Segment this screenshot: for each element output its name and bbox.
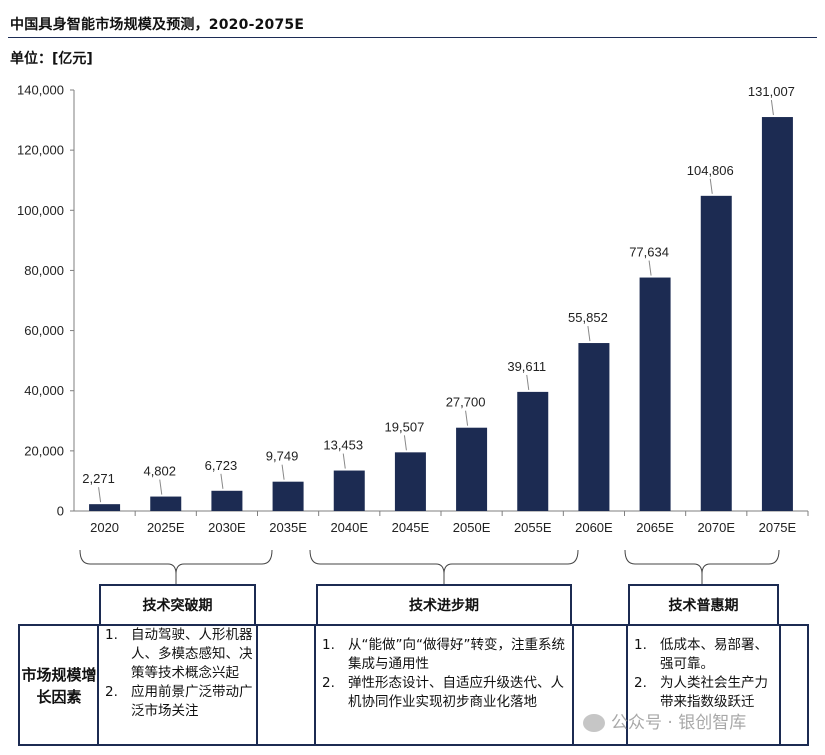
data-label: 19,507 [385, 419, 425, 434]
list-item: 1. 自动驾驶、人形机器人、多模态感知、决策等技术概念兴起 [105, 626, 255, 683]
list-item-text: 应用前景广泛带动广泛市场关注 [131, 684, 253, 719]
data-label: 9,749 [266, 449, 299, 464]
x-tick-label: 2030E [208, 520, 246, 535]
data-label: 131,007 [748, 84, 795, 99]
title-divider [8, 37, 817, 38]
bar-2065E [639, 277, 671, 511]
data-label-leader [526, 374, 530, 390]
data-label: 55,852 [568, 310, 608, 325]
data-label: 104,806 [687, 163, 734, 178]
data-label: 4,802 [143, 464, 176, 479]
data-label: 6,723 [205, 458, 238, 473]
y-tick-label: 0 [57, 504, 64, 519]
bar-2020 [89, 504, 121, 511]
data-label: 27,700 [446, 395, 486, 410]
data-label: 13,453 [323, 438, 363, 453]
bar-2035E [272, 481, 304, 511]
x-tick-label: 2055E [514, 520, 552, 535]
bracket-progress [309, 549, 579, 575]
bar-2040E [333, 470, 365, 511]
data-label-leader [465, 410, 469, 426]
list-item: 2. 为人类社会生产力带来指数级跃迁 [634, 674, 776, 712]
phase-cell-breakthrough [97, 624, 258, 746]
list-item-text: 自动驾驶、人形机器人、多模态感知、决策等技术概念兴起 [131, 627, 253, 681]
wechat-icon [583, 714, 605, 732]
bar-2030E [211, 490, 243, 511]
list-item: 1. 从“能做”向“做得好”转变，注重系统集成与通用性 [322, 636, 570, 674]
x-tick-label: 2060E [575, 520, 613, 535]
bracket-inclusive [624, 549, 780, 575]
list-item-text: 弹性形态设计、自适应升级迭代、人机协同作业实现初步商业化落地 [348, 675, 564, 710]
list-item: 2. 应用前景广泛带动广泛市场关注 [105, 683, 255, 721]
y-tick-label: 100,000 [17, 203, 64, 218]
data-label-leader [98, 487, 102, 503]
bar-2045E [394, 452, 426, 511]
phase-cell-progress [314, 624, 574, 746]
y-tick-label: 20,000 [24, 443, 64, 458]
list-item-text: 从“能做”向“做得好”转变，注重系统集成与通用性 [348, 637, 565, 672]
list-number: 1. [322, 637, 335, 653]
watermark: 公众号 · 银创智库 [583, 708, 746, 733]
data-label-leader [159, 479, 163, 495]
list-number: 2. [322, 675, 335, 691]
phase-header-breakthrough: 技术突破期 [99, 584, 256, 624]
bracket-breakthrough [79, 549, 273, 575]
y-tick-label: 60,000 [24, 323, 64, 338]
data-label-leader [220, 473, 224, 489]
x-tick-label: 2045E [392, 520, 430, 535]
data-label: 2,271 [82, 471, 115, 486]
bar-2075E [761, 117, 793, 511]
x-tick-label: 2070E [697, 520, 735, 535]
y-tick-label: 40,000 [24, 383, 64, 398]
x-tick-label: 2035E [269, 520, 307, 535]
x-tick-label: 2065E [636, 520, 674, 535]
x-tick-label: 2040E [330, 520, 368, 535]
data-label: 77,634 [629, 245, 669, 260]
x-tick-label: 2020 [90, 520, 119, 535]
data-label-leader [342, 453, 346, 469]
data-label-leader [648, 260, 652, 276]
phase-list-breakthrough: 1. 自动驾驶、人形机器人、多模态感知、决策等技术概念兴起 2. 应用前景广泛带动广… [105, 626, 255, 721]
y-tick-label: 80,000 [24, 263, 64, 278]
x-tick-label: 2025E [147, 520, 185, 535]
y-tick-label: 140,000 [17, 83, 64, 98]
list-number: 2. [105, 684, 118, 700]
growth-factor-label: 市场规模增长因素 [21, 666, 97, 706]
list-number: 1. [105, 627, 118, 643]
chart-title: 中国具身智能市场规模及预测，2020-2075E [10, 17, 305, 33]
bar-2025E [150, 496, 182, 511]
list-number: 2. [634, 675, 647, 691]
phase-list-progress: 1. 从“能做”向“做得好”转变，注重系统集成与通用性 2. 弹性形态设计、自适应升… [322, 636, 570, 712]
bar-2055E [517, 391, 549, 511]
data-label-leader [403, 435, 407, 451]
list-number: 1. [634, 637, 647, 653]
unit-label: 单位：[亿元] [10, 51, 93, 67]
x-tick-label: 2075E [759, 520, 797, 535]
phase-list-inclusive: 1. 低成本、易部署、强可靠。 2. 为人类社会生产力带来指数级跃迁 [634, 636, 776, 712]
list-item-text: 低成本、易部署、强可靠。 [660, 637, 768, 672]
list-item: 1. 低成本、易部署、强可靠。 [634, 636, 776, 674]
data-label: 39,611 [507, 359, 546, 374]
data-label-leader [587, 325, 591, 342]
y-tick-label: 120,000 [17, 143, 64, 158]
bar-chart: 0 20,000 40,000 60,000 80,000 100,000 120,000 1… [17, 83, 809, 584]
data-label-leader [770, 99, 774, 116]
list-item: 2. 弹性形态设计、自适应升级迭代、人机协同作业实现初步商业化落地 [322, 674, 570, 712]
list-item-text: 为人类社会生产力带来指数级跃迁 [660, 675, 768, 710]
bar-2050E [456, 427, 488, 511]
phase-header-inclusive: 技术普惠期 [628, 584, 779, 624]
bar-2070E [700, 195, 732, 512]
bar-2060E [578, 343, 610, 511]
x-tick-label: 2050E [453, 520, 491, 535]
data-label-leader [281, 464, 285, 480]
phase-header-progress: 技术进步期 [316, 584, 572, 624]
phase-cell-inclusive [626, 624, 781, 746]
growth-factor-row [18, 624, 809, 746]
watermark-text: 公众号 · 银创智库 [611, 713, 747, 733]
data-label-leader [709, 178, 713, 194]
